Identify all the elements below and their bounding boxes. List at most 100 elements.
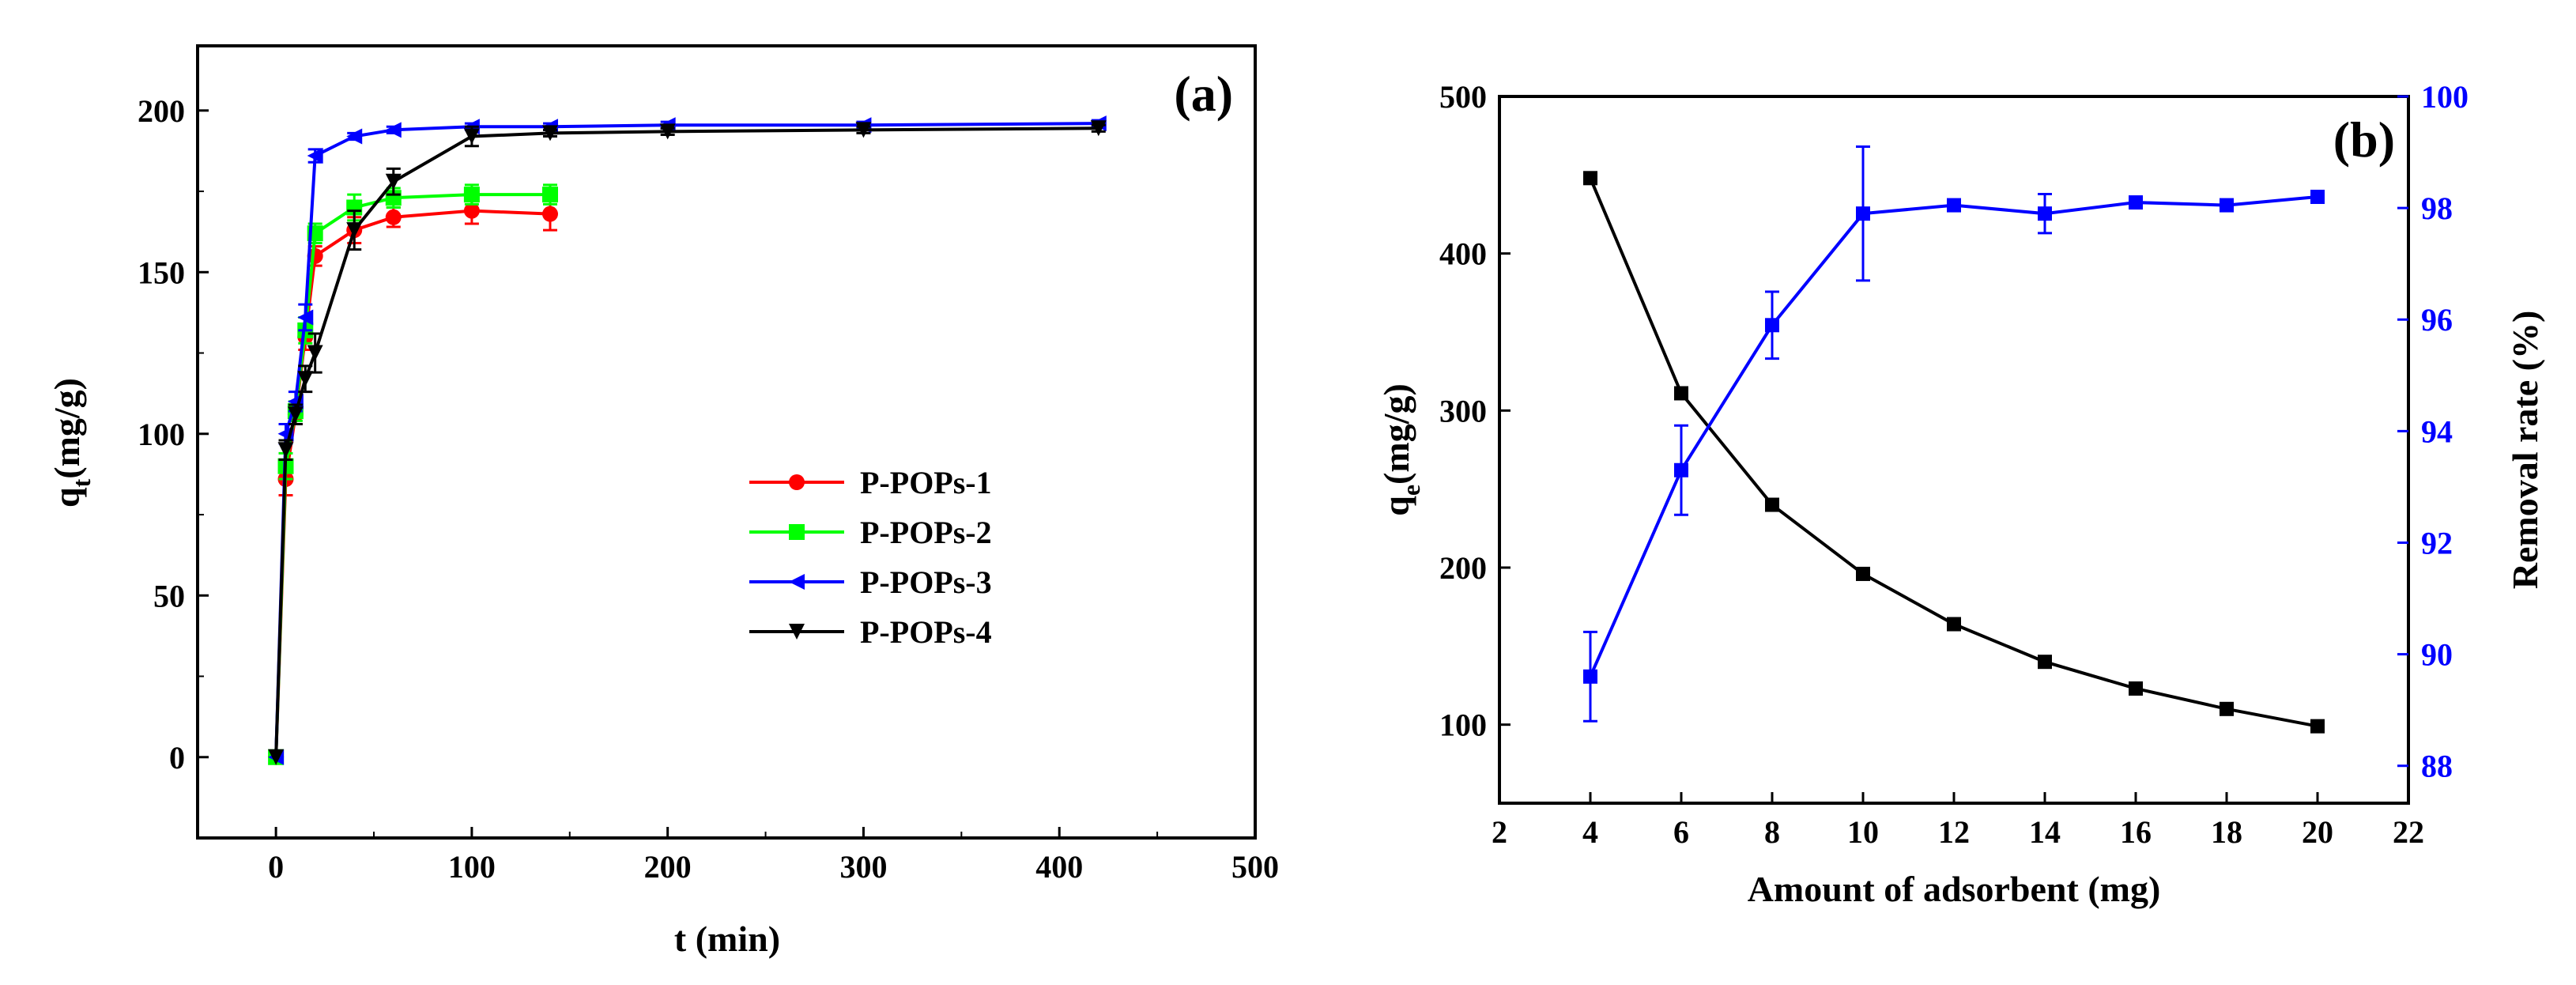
series-line-qe	[1589, 177, 2318, 728]
data-point-P-POPs-4-1	[277, 442, 294, 459]
left-y-tick-label-200: 200	[1439, 550, 1487, 586]
x-tick-label-500: 500	[1231, 849, 1279, 885]
x-tick-label-8: 8	[1764, 814, 1780, 850]
x-tick-label-300: 300	[839, 849, 887, 885]
data-point-P-POPs-3-6	[385, 122, 402, 138]
y-tick-label-50: 50	[153, 578, 185, 613]
legend-item-P-POPs-1: P-POPs-1	[749, 465, 992, 500]
series-line-P-POPs-2	[274, 193, 550, 757]
data-point-qe-3	[1856, 566, 1870, 581]
series-Removal rate	[1583, 145, 2325, 723]
data-point-qe-7	[2220, 701, 2234, 716]
x-tick-label-200: 200	[644, 849, 692, 885]
data-point-Removal rate-4	[1947, 198, 1961, 213]
legend-item-P-POPs-3: P-POPs-3	[749, 564, 992, 600]
x-tick-label-10: 10	[1847, 814, 1879, 850]
right-y-tick-label-98: 98	[2421, 191, 2453, 226]
data-point-P-POPs-1-8	[542, 206, 558, 222]
legend-marker-P-POPs-1	[789, 474, 805, 490]
panel-a-x-ticks: 0 100 200 300 400 500	[268, 827, 1279, 885]
series-P-POPs-4	[268, 120, 1107, 765]
panel-b-right-y-axis-label: Removal rate (%)	[2505, 311, 2545, 590]
right-y-tick-label-92: 92	[2421, 525, 2453, 560]
x-tick-label-6: 6	[1673, 814, 1689, 850]
data-point-P-POPs-2-8	[542, 187, 558, 203]
right-y-tick-label-94: 94	[2421, 413, 2453, 449]
series-line-P-POPs-1	[274, 209, 551, 757]
panel-b-chart: 2 4 6 8 10 12 14 16 18 20 22 100 200 300 400 500 88 90 9…	[1376, 79, 2545, 909]
x-tick-label-100: 100	[448, 849, 496, 885]
y-tick-label-150: 150	[138, 255, 185, 290]
panel-a-y-ticks: 0 50 100 150 200	[138, 93, 209, 776]
series-P-POPs-2	[268, 183, 558, 765]
series-line-P-POPs-4	[274, 126, 1099, 757]
legend-marker-P-POPs-2	[789, 524, 805, 540]
data-point-P-POPs-4-3	[297, 371, 314, 387]
panel-a-y-label-unit: (mg/g)	[47, 378, 87, 479]
legend-label-P-POPs-2: P-POPs-2	[860, 515, 992, 550]
data-point-Removal rate-5	[2038, 206, 2052, 221]
data-point-P-POPs-1-6	[385, 209, 402, 225]
left-y-tick-label-500: 500	[1439, 79, 1487, 115]
data-point-P-POPs-3-5	[346, 128, 363, 145]
data-point-Removal rate-7	[2220, 198, 2234, 213]
data-point-qe-6	[2129, 681, 2143, 696]
data-point-Removal rate-1	[1674, 462, 1688, 477]
data-point-P-POPs-4-4	[307, 345, 323, 361]
right-y-tick-label-96: 96	[2421, 302, 2453, 338]
data-point-Removal rate-2	[1765, 318, 1779, 333]
panel-b-x-ticks: 2 4 6 8 10 12 14 16 18 20 22	[1492, 792, 2424, 850]
data-point-P-POPs-4-9	[659, 123, 676, 140]
legend-marker-P-POPs-3	[789, 574, 805, 590]
series-line-Removal rate	[1589, 195, 2318, 677]
data-point-P-POPs-4-5	[346, 222, 363, 239]
x-tick-label-12: 12	[1938, 814, 1970, 850]
data-point-qe-5	[2038, 655, 2052, 670]
legend-item-P-POPs-2: P-POPs-2	[749, 515, 992, 550]
panel-a-y-label-sub: t	[67, 478, 96, 487]
panel-b-left-y-axis-label: qe(mg/g)	[1376, 383, 1425, 516]
panel-b-left-y-ticks: 100 200 300 400 500	[1439, 79, 1511, 743]
y-tick-label-100: 100	[138, 417, 185, 452]
panel-b-x-axis-label: Amount of adsorbent (mg)	[1748, 869, 2161, 909]
data-point-Removal rate-0	[1583, 669, 1597, 684]
panel-a-x-axis-label: t (min)	[674, 919, 780, 959]
data-point-P-POPs-1-7	[463, 202, 480, 219]
right-y-tick-label-100: 100	[2421, 79, 2469, 115]
data-point-Removal rate-8	[2310, 190, 2325, 205]
data-point-P-POPs-4-11	[1090, 120, 1107, 137]
legend-marker-P-POPs-4	[789, 624, 805, 640]
panel-a-y-axis-label: qt(mg/g)	[47, 378, 96, 508]
x-tick-label-22: 22	[2393, 814, 2424, 850]
x-tick-label-14: 14	[2029, 814, 2061, 850]
data-point-qe-1	[1674, 386, 1688, 401]
data-point-P-POPs-3-4	[307, 148, 323, 164]
x-tick-label-4: 4	[1582, 814, 1598, 850]
panel-a-series	[268, 115, 1107, 765]
legend-label-P-POPs-1: P-POPs-1	[860, 465, 992, 500]
x-tick-label-16: 16	[2120, 814, 2152, 850]
right-y-tick-label-90: 90	[2421, 637, 2453, 673]
legend-label-P-POPs-3: P-POPs-3	[860, 564, 992, 600]
data-point-qe-8	[2310, 719, 2325, 734]
panel-a-y-label-main: q	[47, 487, 87, 508]
panel-b-tag: (b)	[2333, 111, 2395, 168]
panel-b-series	[1583, 145, 2325, 734]
panel-b-right-y-ticks: 88 90 92 94 96 98 100	[2397, 79, 2469, 784]
data-point-P-POPs-4-6	[385, 173, 402, 190]
left-y-tick-label-100: 100	[1439, 708, 1487, 743]
y-tick-label-0: 0	[169, 740, 185, 776]
data-point-qe-4	[1947, 617, 1961, 632]
x-tick-label-20: 20	[2302, 814, 2333, 850]
right-y-tick-label-88: 88	[2421, 749, 2453, 784]
data-point-P-POPs-4-0	[268, 749, 285, 765]
panel-b-left-y-label-sub: e	[1397, 485, 1425, 496]
data-point-P-POPs-4-10	[855, 122, 872, 138]
data-point-qe-0	[1583, 171, 1597, 186]
data-point-Removal rate-3	[1856, 206, 1870, 221]
data-point-P-POPs-2-7	[463, 187, 480, 203]
series-qe	[1583, 171, 2325, 734]
panel-b-left-y-label-unit: (mg/g)	[1376, 383, 1416, 485]
panel-a-tag: (a)	[1174, 66, 1233, 122]
